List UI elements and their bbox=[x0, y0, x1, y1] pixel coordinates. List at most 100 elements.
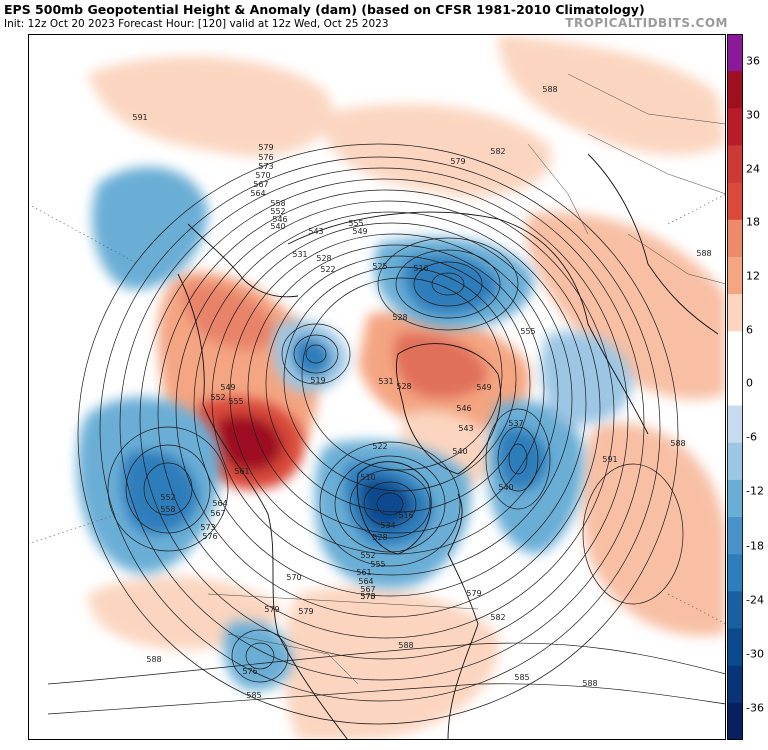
height-anomaly-map: 5915885825795885795765735705675645585525… bbox=[28, 34, 726, 740]
contour-label: 579 bbox=[450, 157, 465, 166]
colorbar-segment bbox=[727, 71, 743, 109]
colorbar-tick-label: -18 bbox=[746, 539, 764, 553]
contour-label: 531 bbox=[292, 250, 307, 259]
contour-label: 576 bbox=[242, 667, 257, 676]
contour-label: 576 bbox=[202, 532, 217, 541]
colorbar-tick-label: 24 bbox=[746, 162, 760, 176]
negative-anomaly-mexico bbox=[223, 620, 293, 691]
colorbar-tick-label: -36 bbox=[746, 701, 764, 715]
negative-anomaly-scandinavia bbox=[540, 331, 633, 425]
contour-label: 582 bbox=[490, 147, 505, 156]
contour-label: 558 bbox=[160, 505, 175, 514]
contour-label: 573 bbox=[258, 162, 273, 171]
colorbar-segment bbox=[727, 702, 743, 740]
contour-label: 546 bbox=[456, 404, 471, 413]
contour-label: 555 bbox=[370, 560, 385, 569]
contour-label: 561 bbox=[234, 467, 249, 476]
hudson-bay-coast bbox=[356, 461, 432, 555]
contour-label: 591 bbox=[132, 113, 147, 122]
contour-label: 588 bbox=[696, 249, 711, 258]
contour-label: 543 bbox=[308, 227, 323, 236]
greenland-coast bbox=[395, 343, 502, 475]
contour-label: 516 bbox=[398, 511, 413, 520]
colorbar-tick-label: -24 bbox=[746, 593, 764, 607]
positive-anomaly-gulf bbox=[283, 586, 500, 740]
colorbar-segment bbox=[727, 517, 743, 555]
colorbar-segment bbox=[727, 405, 743, 444]
contour-label: 525 bbox=[372, 262, 387, 271]
contour-label: 588 bbox=[582, 679, 597, 688]
contour-label: 552 bbox=[210, 393, 225, 402]
colorbar-segment bbox=[727, 219, 743, 258]
contour-label: 579 bbox=[264, 605, 279, 614]
contour-label: 555 bbox=[228, 397, 243, 406]
contour-label: 552 bbox=[270, 207, 285, 216]
graticule bbox=[28, 193, 726, 625]
contour-label: 546 bbox=[272, 215, 287, 224]
colorbar-segment bbox=[727, 256, 743, 295]
colorbar-segment bbox=[727, 479, 743, 518]
contour-label: 528 bbox=[396, 382, 411, 391]
contour-label: 537 bbox=[508, 419, 523, 428]
contour-label: 579 bbox=[258, 143, 273, 152]
contour-label: 549 bbox=[352, 227, 367, 236]
contour-label: 573 bbox=[200, 523, 215, 532]
contour-label: 579 bbox=[298, 607, 313, 616]
colorbar-tick-label: 6 bbox=[746, 323, 753, 337]
colorbar-segment bbox=[727, 145, 743, 184]
contour-label: 588 bbox=[398, 641, 413, 650]
colorbar-segment bbox=[727, 591, 743, 630]
contour-label: 534 bbox=[380, 521, 395, 530]
colorbar-tick-label: 30 bbox=[746, 108, 760, 122]
colorbar-tick-label: 0 bbox=[746, 376, 753, 390]
contour-label: 573 bbox=[360, 592, 375, 601]
strong-negative-core-pacific bbox=[122, 450, 198, 534]
contour-label: 567 bbox=[360, 585, 375, 594]
positive-anomaly-siberia bbox=[318, 104, 552, 197]
contour-label: 528 bbox=[372, 533, 387, 542]
extreme-positive-core-bc bbox=[216, 415, 283, 472]
contour-label: 564 bbox=[250, 189, 265, 198]
map-title: EPS 500mb Geopotential Height & Anomaly … bbox=[4, 2, 645, 17]
colorbar-segment bbox=[727, 442, 743, 481]
contour-label: 552 bbox=[360, 551, 375, 560]
contour-label: 549 bbox=[476, 383, 491, 392]
contour-label: 549 bbox=[220, 383, 235, 392]
contour-label: 519 bbox=[310, 376, 325, 385]
contour-label: 570 bbox=[286, 573, 301, 582]
contour-label: 558 bbox=[270, 199, 285, 208]
contour-label: 570 bbox=[360, 592, 375, 601]
contour-label: 522 bbox=[372, 442, 387, 451]
contour-label: 531 bbox=[378, 377, 393, 386]
contour-label: 585 bbox=[246, 691, 261, 700]
contour-label: 543 bbox=[458, 424, 473, 433]
colorbar-segment bbox=[727, 108, 743, 146]
colorbar-segment bbox=[727, 34, 743, 72]
north-america-coast bbox=[177, 273, 349, 740]
north-america-east-coast bbox=[447, 493, 479, 740]
coastlines bbox=[177, 153, 719, 740]
eurasia-coast bbox=[287, 211, 649, 435]
colorbar-segment bbox=[727, 294, 743, 332]
colorbar-segment bbox=[727, 665, 743, 704]
colorbar-tick-label: -30 bbox=[746, 647, 764, 661]
credit-watermark: TROPICALTIDBITS.COM bbox=[565, 16, 728, 30]
map-subtitle: Init: 12z Oct 20 2023 Forecast Hour: [12… bbox=[4, 18, 389, 30]
contour-label: 588 bbox=[670, 439, 685, 448]
colorbar-tick-label: 36 bbox=[746, 54, 760, 68]
positive-anomaly-pacific-nw bbox=[88, 56, 332, 157]
contour-label: 528 bbox=[392, 313, 407, 322]
contour-label: 576 bbox=[258, 153, 273, 162]
negative-anomaly-bering bbox=[92, 166, 208, 290]
colorbar-tick-label: -12 bbox=[746, 484, 764, 498]
contour-label: 540 bbox=[452, 447, 467, 456]
positive-anomaly-azores bbox=[581, 422, 726, 636]
colorbar-segment bbox=[727, 554, 743, 592]
anomaly-colorbar bbox=[727, 34, 743, 740]
contour-label: 570 bbox=[255, 171, 270, 180]
contour-label: 561 bbox=[356, 568, 371, 577]
contour-label: 567 bbox=[210, 509, 225, 518]
contour-label: 564 bbox=[358, 577, 373, 586]
contour-labels: 5915885825795885795765735705675645585525… bbox=[132, 85, 711, 700]
colorbar-segment bbox=[727, 182, 743, 221]
